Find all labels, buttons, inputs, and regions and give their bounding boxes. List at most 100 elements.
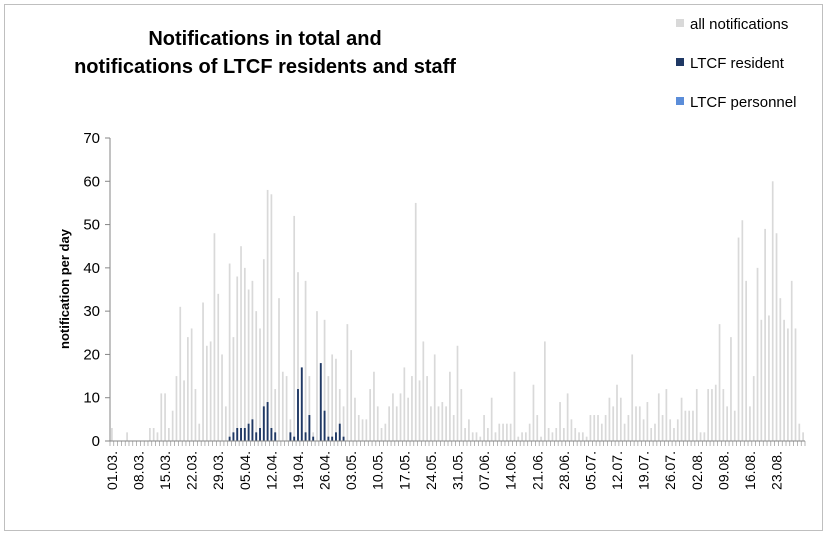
bar-all [338,389,341,441]
bar-resident [308,415,311,441]
bar-all [513,371,516,441]
y-tick-label: 40 [83,260,100,277]
bar-all [490,397,493,441]
bar-all [733,410,736,441]
bar-all [278,298,280,441]
x-tick-label: 12.04. [263,451,279,490]
x-tick-label: 08.03. [130,451,146,490]
bar-all [471,432,474,441]
bar-resident [312,436,315,441]
y-axis-label: notification per day [57,228,72,349]
y-tick-label: 60 [83,173,100,190]
bar-all [612,406,615,441]
bar-all [570,419,573,441]
bar-all [623,423,626,441]
bar-all [498,423,501,441]
bar-all [517,436,520,441]
bar-all [749,406,751,441]
bar-all [665,389,668,441]
bar-all [433,354,436,441]
bar-all [376,406,379,441]
bar-all [422,341,425,441]
bar-all [460,389,463,441]
bar-all [631,354,634,441]
bar-all [798,423,801,441]
x-tick-label: 15.03. [157,451,173,490]
x-tick-label: 19.07. [636,451,652,490]
x-tick-label: 03.05. [343,451,359,490]
bar-resident [240,428,242,441]
bar-all [540,436,542,441]
bar-all [464,428,466,441]
bar-all [183,380,185,441]
bar-all [494,432,497,441]
x-tick-label: 21.06. [529,451,545,490]
bar-all [179,306,182,441]
bar-resident [259,428,261,441]
bar-all [650,428,653,441]
bar-all [171,410,174,441]
bar-resident [335,432,337,441]
legend-swatch-resident [676,58,684,66]
bar-all [346,324,349,441]
x-axis: 01.03. 08.03. 15.03. 22.03. 29.03. 05.04. 12.0… [104,440,806,490]
x-tick-label: 23.08. [769,451,785,490]
bar-all [445,406,447,441]
bar-all [335,358,337,441]
bar-all [373,371,375,441]
y-tick-label: 50 [83,217,100,234]
bar-all [369,389,372,441]
y-tick-label: 20 [83,346,100,363]
bar-all [745,280,747,441]
bar-resident [297,389,299,441]
bar-all [802,432,804,441]
bar-all [528,423,531,441]
bar-all [202,302,204,441]
bar-all [562,428,565,441]
bar-all [285,376,288,441]
bar-all [437,406,440,441]
y-tick-label: 10 [83,390,100,407]
bar-all [589,415,592,441]
bar-all [205,345,208,441]
legend-label-resident: LTCF resident [690,55,785,72]
bar-all [783,319,785,441]
bar-all [468,419,470,441]
bar-all [331,354,334,441]
x-tick-label: 26.07. [662,451,678,490]
bar-all [111,428,113,441]
legend-label-all: all notifications [690,16,788,33]
bar-all [198,423,201,441]
bar-all [764,228,766,441]
x-tick-label: 02.08. [689,451,705,490]
bar-all [771,181,774,442]
bar-all [247,289,250,441]
bar-all [741,220,744,441]
bar-all [502,423,504,441]
bar-all [714,384,717,441]
bar-all [209,341,212,441]
x-tick-label: 10.05. [370,451,386,490]
x-tick-label: 17.05. [396,451,412,490]
bar-all [578,432,580,441]
bar-all [255,311,258,441]
bar-all [194,389,197,441]
bar-all [365,419,368,441]
bar-all [676,419,679,441]
bar-all [297,272,299,441]
bar-all [308,376,311,441]
bar-all [585,436,588,441]
x-tick-label: 28.06. [556,451,572,490]
bar-all [361,419,364,441]
bar-all [775,233,778,441]
bar-all [593,415,596,441]
legend-swatch-all [676,19,684,27]
bar-resident [236,428,239,441]
bar-all [483,415,485,441]
chart-title-line-1: Notifications in total and [148,28,381,50]
bar-resident [338,423,341,441]
bar-all [316,311,318,441]
bar-all [240,246,242,441]
bars [111,181,804,442]
bar-all [627,415,630,441]
